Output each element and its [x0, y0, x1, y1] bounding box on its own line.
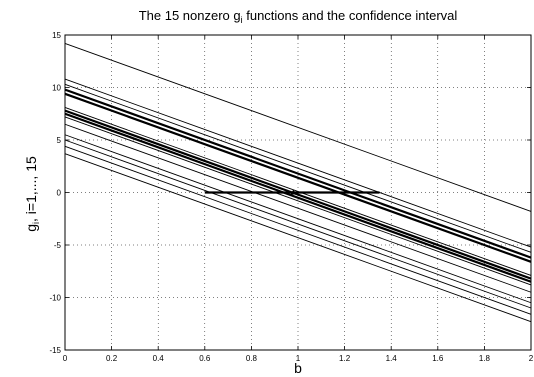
x-tick-label: 1.6 — [432, 354, 444, 363]
x-tick-label: 0.4 — [153, 354, 165, 363]
x-tick-label: 0.6 — [199, 354, 211, 363]
y-tick-label: 5 — [57, 136, 62, 145]
g-line-14 — [64, 153, 532, 323]
g-line-4 — [64, 88, 532, 259]
x-tick-label: 1.8 — [479, 354, 491, 363]
y-axis-label-subscript: i — [31, 222, 41, 224]
g-line-12 — [64, 139, 532, 309]
g-line-2 — [64, 78, 532, 248]
y-tick-label: -10 — [49, 294, 61, 303]
series-lines — [64, 42, 532, 323]
y-tick-label: -15 — [49, 346, 61, 355]
g-line-8 — [64, 112, 532, 283]
g-line-3 — [64, 83, 532, 253]
y-axis-label-rest: , i=1,..., 15 — [23, 156, 39, 222]
x-tick-label: 1 — [296, 354, 301, 363]
x-tick-labels: 0 0.2 0.4 0.6 0.8 1 1.2 1.4 1.6 1.8 2 — [63, 35, 534, 363]
estimate-marker — [290, 189, 297, 195]
g-line-15 — [64, 110, 532, 280]
chart-title: The 15 nonzero gi functions and the conf… — [139, 8, 458, 25]
y-axis-label-main: g — [23, 224, 39, 232]
x-tick-label: 1.2 — [339, 354, 351, 363]
x-tick-label: 2 — [529, 354, 534, 363]
confidence-interval — [204, 189, 380, 195]
g-line-10 — [64, 123, 532, 293]
x-tick-label: 0 — [63, 354, 68, 363]
g-line-11 — [64, 134, 532, 304]
y-tick-label: 10 — [52, 84, 61, 93]
g-line-5 — [64, 92, 532, 263]
g-line-13 — [64, 145, 532, 315]
g-line-1 — [64, 42, 532, 212]
x-tick-label: 0.8 — [246, 354, 258, 363]
chart-title-subscript: i — [241, 15, 243, 25]
y-axis-label: gi, i=1,..., 15 — [23, 156, 41, 232]
chart-title-main: The 15 nonzero g — [139, 8, 241, 23]
x-tick-label: 1.4 — [386, 354, 398, 363]
chart-title-rest: functions and the confidence interval — [243, 8, 458, 23]
g-line-9 — [64, 116, 532, 286]
y-tick-label: 15 — [52, 31, 61, 40]
y-tick-label: 0 — [57, 189, 62, 198]
x-tick-label: 0.2 — [106, 354, 118, 363]
y-tick-label: -5 — [54, 241, 62, 250]
x-axis-label: b — [294, 360, 302, 376]
grid — [65, 35, 531, 350]
y-tick-labels: 15 10 5 0 -5 -10 -15 — [49, 31, 531, 355]
